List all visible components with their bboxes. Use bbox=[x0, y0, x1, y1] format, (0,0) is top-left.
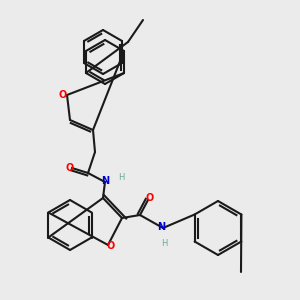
Text: H: H bbox=[118, 173, 124, 182]
Text: H: H bbox=[161, 238, 167, 247]
Text: O: O bbox=[146, 193, 154, 203]
Text: N: N bbox=[157, 222, 165, 232]
Text: O: O bbox=[59, 90, 67, 100]
Text: N: N bbox=[101, 176, 109, 186]
Text: O: O bbox=[66, 163, 74, 173]
Text: O: O bbox=[107, 241, 115, 251]
